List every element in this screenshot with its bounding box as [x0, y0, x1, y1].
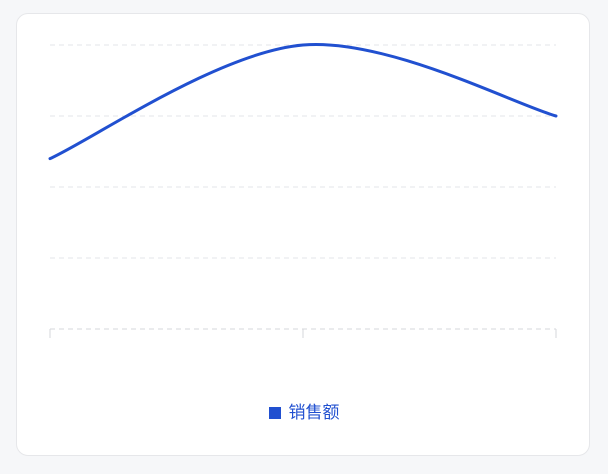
legend[interactable]: 销售额: [0, 398, 608, 423]
chart-card: [16, 13, 590, 456]
legend-label: 销售额: [288, 403, 340, 423]
series-line: [48, 42, 558, 161]
legend-swatch: [268, 407, 281, 419]
